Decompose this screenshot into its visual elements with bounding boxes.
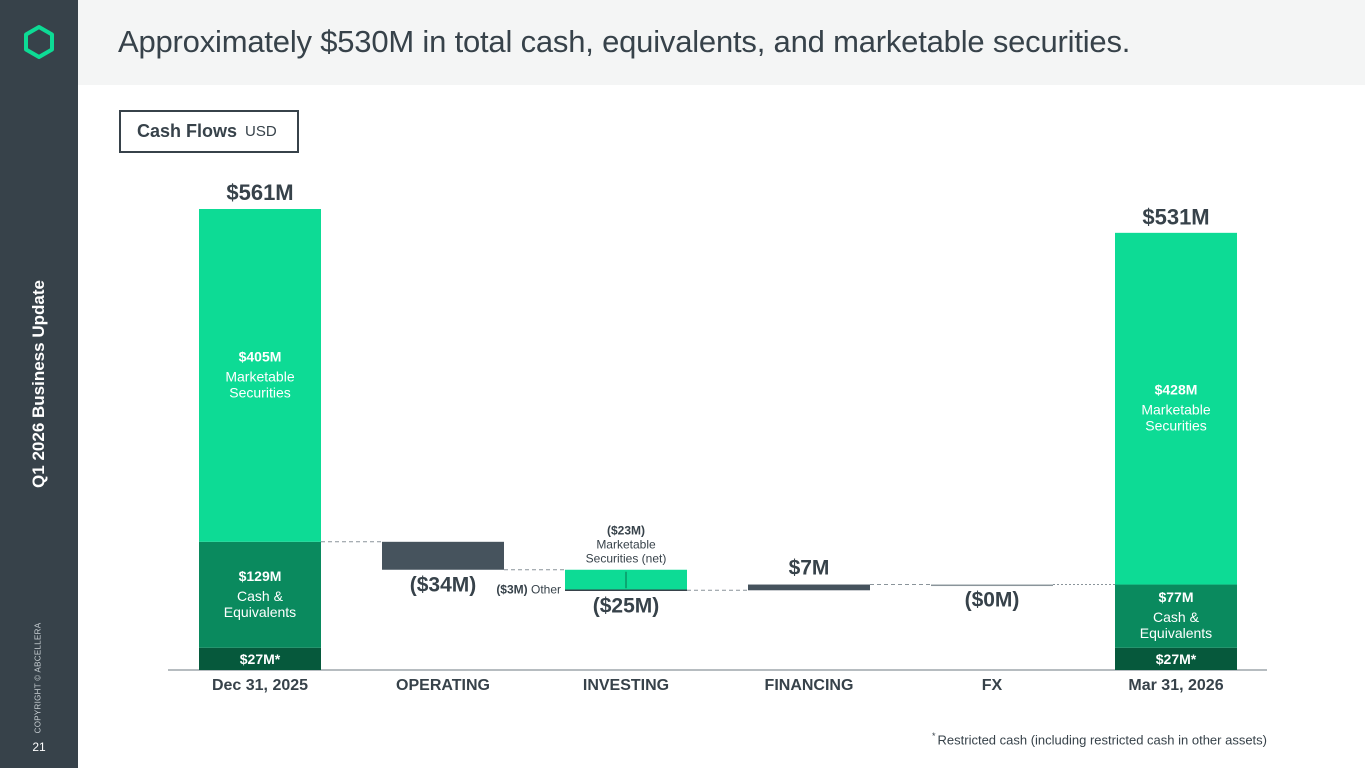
component-value-label: ($23M) [607,524,645,538]
segment-desc-label: Equivalents [224,604,296,620]
segment-value-label: $27M* [1156,651,1197,667]
component-desc-label: Marketable [596,538,656,552]
bar-segment-dec-31-2025-restricted-cash [199,647,321,670]
total-label-dec-31-2025: $561M [226,180,293,205]
flow-value-label-fx: ($0M) [965,589,1020,612]
footnote: * Restricted cash (including restricted c… [932,731,1267,747]
segment-desc-label: Cash & [237,588,284,604]
abcellera-logo-icon [24,25,54,59]
segment-value-label: $428M [1155,382,1198,398]
total-label-mar-31-2026: $531M [1142,205,1209,230]
component-desc-label: Securities (net) [586,552,667,566]
segment-desc-label: Securities [1145,418,1206,434]
x-tick-label-dec-31-2025: Dec 31, 2025 [212,677,308,694]
bar-segment-dec-31-2025-cash-equivalents [199,541,321,648]
component-other-label: ($3M) Other [496,582,561,596]
x-tick-label-investing: INVESTING [583,677,669,694]
bar-segment-mar-31-2026-marketable-securities [1115,232,1237,585]
segment-desc-label: Cash & [1153,609,1200,625]
bar-segment-dec-31-2025-marketable-securities [199,209,321,542]
cash-flows-title: Cash Flows [137,121,238,141]
segment-desc-label: Equivalents [1140,625,1212,641]
x-tick-label-operating: OPERATING [396,677,490,694]
segment-desc-label: Marketable [225,368,294,384]
flow-bar-fx [931,584,1053,587]
footnote-text: Restricted cash (including restricted ca… [937,732,1267,748]
cash-flows-label-box: Cash Flows USD [119,110,299,153]
x-tick-label-mar-31-2026: Mar 31, 2026 [1128,677,1223,694]
flow-value-label-financing: $7M [789,557,830,580]
flow-value-label-operating: ($34M) [410,574,477,597]
x-tick-label-fx: FX [982,677,1003,694]
segment-value-label: $129M [239,568,282,584]
slide-header: Approximately $530M in total cash, equiv… [78,0,1365,85]
sidebar: Q1 2026 Business Update COPYRIGHT © ABCE… [0,0,78,768]
flow-bar-operating [382,541,504,570]
x-tick-label-financing: FINANCING [765,677,854,694]
bar-segment-mar-31-2026-restricted-cash [1115,647,1237,670]
segment-desc-label: Securities [229,384,290,400]
segment-desc-label: Marketable [1141,402,1210,418]
footnote-marker: * [932,731,936,741]
bar-segment-mar-31-2026-cash-equivalents [1115,584,1237,648]
segment-value-label: $405M [239,348,282,364]
segment-value-label: $27M* [240,651,281,667]
segment-value-label: $77M [1158,589,1193,605]
page-number: 21 [32,740,46,754]
flow-bar-financing [748,584,870,591]
currency-unit: USD [245,123,277,140]
slide-title: Approximately $530M in total cash, equiv… [118,24,1131,59]
flow-value-label-investing: ($25M) [593,594,660,617]
